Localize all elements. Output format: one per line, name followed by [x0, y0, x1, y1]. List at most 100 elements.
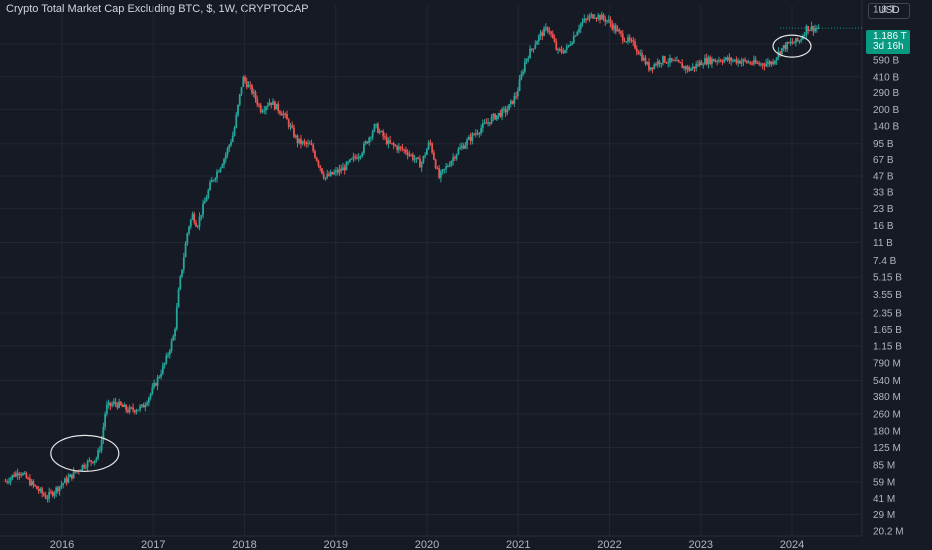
- candle-body: [387, 140, 390, 144]
- candle-body: [509, 100, 512, 105]
- candle-body: [408, 154, 411, 156]
- candle-body: [670, 57, 673, 61]
- candle-body: [642, 57, 645, 61]
- candle-body: [427, 142, 430, 149]
- candle-body: [294, 135, 297, 137]
- candle-body: [658, 61, 661, 65]
- candle-body: [151, 387, 154, 394]
- candle-body: [319, 165, 322, 169]
- candle-body: [735, 59, 738, 64]
- y-tick-label: 59 M: [873, 477, 895, 488]
- time-axis[interactable]: 2016 2017 2018 2019 2020 2021 2022 2023 2024: [50, 539, 804, 550]
- candle-body: [289, 125, 292, 127]
- candle-body: [466, 139, 469, 146]
- candle-body: [4, 481, 7, 483]
- candle-body: [691, 66, 694, 69]
- candle-body: [48, 491, 51, 499]
- candle-body: [88, 460, 91, 462]
- candle-body: [254, 91, 257, 100]
- candle-body: [345, 162, 348, 171]
- candle-body: [683, 66, 685, 69]
- candle-body: [310, 144, 313, 146]
- grid: [0, 0, 863, 537]
- candle-body: [366, 141, 369, 144]
- candle-body: [604, 18, 607, 22]
- candle-body: [329, 172, 332, 176]
- y-tick-label: 95 B: [873, 139, 894, 150]
- candle-body: [349, 159, 351, 162]
- candle-body: [270, 102, 273, 106]
- candle-body: [174, 329, 176, 337]
- candle-body: [506, 110, 509, 113]
- candle-body: [534, 44, 537, 49]
- candle-body: [618, 29, 621, 32]
- x-tick-label: 2017: [141, 539, 165, 550]
- candle-body: [585, 18, 587, 20]
- candle-body: [189, 219, 192, 227]
- candle-body: [550, 31, 552, 34]
- candle-body: [298, 138, 301, 144]
- candle-body: [202, 203, 204, 215]
- candle-body: [273, 101, 276, 110]
- candle-body: [488, 122, 491, 124]
- candle-body: [518, 79, 521, 91]
- candle-body: [125, 404, 127, 410]
- y-tick-label: 20.2 M: [873, 527, 904, 538]
- candle-body: [422, 155, 425, 163]
- candle-body: [537, 35, 540, 42]
- candle-body: [118, 401, 120, 408]
- candle-body: [742, 59, 745, 62]
- candle-body: [114, 401, 117, 404]
- candle-body: [335, 170, 337, 173]
- candle-body: [83, 464, 86, 468]
- candle-body: [70, 474, 73, 479]
- candle-body: [718, 60, 720, 62]
- candle-body: [200, 214, 203, 217]
- candle-body: [265, 106, 267, 111]
- candle-body: [296, 135, 299, 144]
- x-tick-label: 2022: [597, 539, 621, 550]
- candle-body: [237, 104, 239, 116]
- candle-body: [733, 59, 736, 61]
- candle-body: [279, 111, 281, 114]
- candle-body: [814, 28, 817, 32]
- candle-body: [704, 58, 706, 65]
- candle-body: [424, 154, 427, 156]
- y-tick-label: 125 M: [873, 443, 901, 454]
- candle-body: [322, 173, 325, 179]
- candle-body: [16, 472, 19, 476]
- candle-body: [308, 143, 311, 145]
- candle-body: [86, 460, 89, 468]
- candle-body: [621, 33, 624, 41]
- candle-body: [576, 31, 579, 36]
- candle-body: [287, 119, 290, 127]
- candle-body: [128, 407, 131, 413]
- candle-body: [231, 135, 234, 142]
- candle-body: [244, 76, 246, 82]
- candle-body: [732, 60, 734, 62]
- candle-body: [9, 477, 12, 482]
- candle-body: [536, 41, 538, 45]
- candle-body: [780, 47, 783, 55]
- candle-body: [558, 49, 561, 51]
- candle-body: [609, 19, 612, 24]
- candle-body: [599, 15, 601, 20]
- candle-body: [544, 27, 547, 29]
- currency-selector[interactable]: USD: [868, 3, 910, 19]
- candle-body: [525, 58, 528, 63]
- candle-body: [275, 103, 278, 110]
- candle-body: [763, 65, 766, 67]
- candle-body: [786, 42, 789, 50]
- candle-body: [247, 84, 250, 88]
- candle-body: [611, 23, 614, 30]
- candle-body: [569, 44, 572, 46]
- candle-body: [104, 413, 107, 428]
- candle-body: [179, 276, 182, 290]
- candle-body: [581, 21, 584, 24]
- candle-body: [357, 156, 360, 159]
- candle-body: [55, 487, 58, 493]
- candle-body: [280, 113, 283, 116]
- candle-body: [805, 26, 808, 35]
